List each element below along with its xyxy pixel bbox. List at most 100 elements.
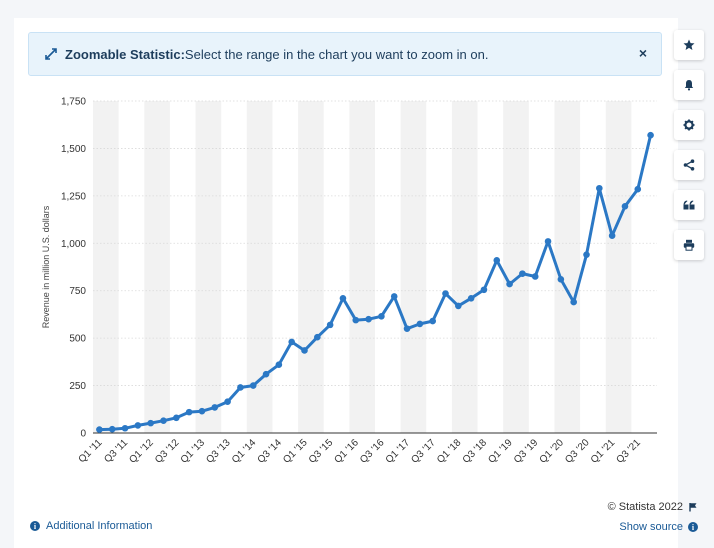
- data-point[interactable]: [480, 286, 488, 294]
- settings-button[interactable]: [674, 110, 704, 140]
- flag-icon: [689, 503, 697, 512]
- data-point[interactable]: [416, 320, 424, 328]
- data-point[interactable]: [211, 404, 219, 411]
- chart-band: [503, 101, 529, 433]
- data-point[interactable]: [442, 290, 449, 297]
- data-point[interactable]: [608, 232, 616, 239]
- data-point[interactable]: [365, 315, 372, 323]
- y-tick-label: 0: [80, 429, 86, 440]
- chart-grid: [93, 100, 657, 434]
- y-tick-label: 750: [69, 286, 86, 297]
- data-point[interactable]: [352, 316, 360, 324]
- notification-button[interactable]: [674, 70, 704, 100]
- data-point[interactable]: [570, 298, 577, 306]
- data-point[interactable]: [275, 361, 283, 369]
- cite-button[interactable]: [674, 190, 704, 220]
- bell-icon: [684, 80, 694, 91]
- x-tick-label: Q1 '18: [435, 437, 464, 466]
- data-point[interactable]: [455, 302, 462, 310]
- zoom-banner: Zoomable Statistic: Select the range in …: [28, 32, 662, 76]
- data-point[interactable]: [224, 398, 231, 405]
- x-tick-label: Q1 '11: [77, 437, 105, 465]
- y-tick-label: 1,000: [61, 239, 86, 250]
- data-point[interactable]: [339, 295, 347, 302]
- data-point[interactable]: [301, 347, 308, 354]
- data-point[interactable]: [557, 276, 565, 283]
- additional-info-link[interactable]: i Additional Information: [30, 520, 152, 532]
- x-tick-label: Q3 '19: [512, 437, 541, 466]
- y-axis-ticks: 0 250 500 750 1,000 1,250 1,500 1,750: [61, 97, 86, 440]
- data-point[interactable]: [147, 419, 154, 427]
- x-tick-label: Q3 '21: [614, 437, 643, 466]
- data-point[interactable]: [249, 382, 257, 389]
- data-point[interactable]: [634, 185, 642, 193]
- y-axis-label: Revenue in million U.S. dollars: [41, 205, 51, 328]
- data-point[interactable]: [544, 238, 552, 245]
- data-point[interactable]: [121, 424, 129, 432]
- x-tick-label: Q3 '17: [409, 437, 438, 466]
- data-point[interactable]: [506, 280, 513, 288]
- y-tick-label: 1,750: [61, 97, 86, 108]
- data-point[interactable]: [621, 202, 629, 210]
- quote-icon: [683, 200, 695, 210]
- x-tick-label: Q3 '12: [153, 437, 182, 466]
- data-point[interactable]: [519, 270, 526, 277]
- chart-band: [144, 101, 170, 433]
- data-point[interactable]: [429, 317, 436, 325]
- copyright-text: © Statista 2022: [607, 501, 683, 513]
- share-button[interactable]: [674, 150, 704, 180]
- data-point[interactable]: [390, 293, 398, 300]
- data-point[interactable]: [583, 251, 590, 258]
- data-point[interactable]: [198, 407, 206, 415]
- x-tick-label: Q1 '15: [281, 437, 310, 466]
- data-point[interactable]: [134, 422, 142, 429]
- data-point[interactable]: [288, 338, 295, 346]
- data-point[interactable]: [378, 313, 385, 320]
- data-point[interactable]: [314, 333, 321, 341]
- data-point[interactable]: [403, 325, 411, 332]
- data-point[interactable]: [647, 131, 654, 139]
- x-tick-label: Q3 '16: [358, 437, 387, 466]
- chart-band: [451, 101, 478, 433]
- x-tick-label: Q1 '19: [486, 437, 515, 466]
- y-tick-label: 250: [69, 381, 86, 392]
- data-point[interactable]: [596, 184, 603, 192]
- data-point[interactable]: [237, 384, 244, 391]
- data-point[interactable]: [108, 425, 116, 433]
- y-tick-label: 1,250: [61, 191, 86, 202]
- data-point[interactable]: [96, 426, 103, 433]
- x-tick-label: Q1 '21: [589, 437, 618, 466]
- x-tick-label: Q3 '18: [461, 437, 490, 466]
- x-tick-label: Q3 '15: [307, 437, 336, 466]
- y-tick-label: 1,500: [61, 144, 86, 155]
- info-icon: i: [688, 522, 698, 532]
- x-tick-label: Q3 '14: [256, 437, 285, 466]
- data-point[interactable]: [531, 273, 539, 280]
- show-source-link[interactable]: Show source i: [619, 521, 698, 533]
- gear-icon: [683, 119, 695, 131]
- data-point[interactable]: [326, 321, 334, 329]
- chart-band: [554, 101, 581, 433]
- chart-band: [400, 101, 427, 433]
- x-tick-label: Q1 '14: [230, 437, 259, 466]
- sidebar-tools: [674, 30, 704, 270]
- y-tick-label: 500: [69, 334, 86, 345]
- data-point[interactable]: [185, 408, 193, 416]
- data-point[interactable]: [262, 370, 270, 378]
- expand-icon: [45, 48, 57, 60]
- chart-band: [93, 101, 119, 433]
- close-icon[interactable]: ×: [638, 45, 647, 61]
- x-tick-label: Q1 '17: [384, 437, 413, 466]
- chart-band: [195, 101, 222, 433]
- data-point[interactable]: [173, 414, 180, 422]
- data-point[interactable]: [493, 257, 501, 264]
- data-point[interactable]: [160, 417, 167, 424]
- print-icon: [683, 239, 695, 251]
- x-tick-label: Q3 '20: [563, 437, 592, 466]
- data-point[interactable]: [467, 295, 475, 302]
- print-button[interactable]: [674, 230, 704, 260]
- favorite-button[interactable]: [674, 30, 704, 60]
- additional-info-label: Additional Information: [46, 520, 153, 532]
